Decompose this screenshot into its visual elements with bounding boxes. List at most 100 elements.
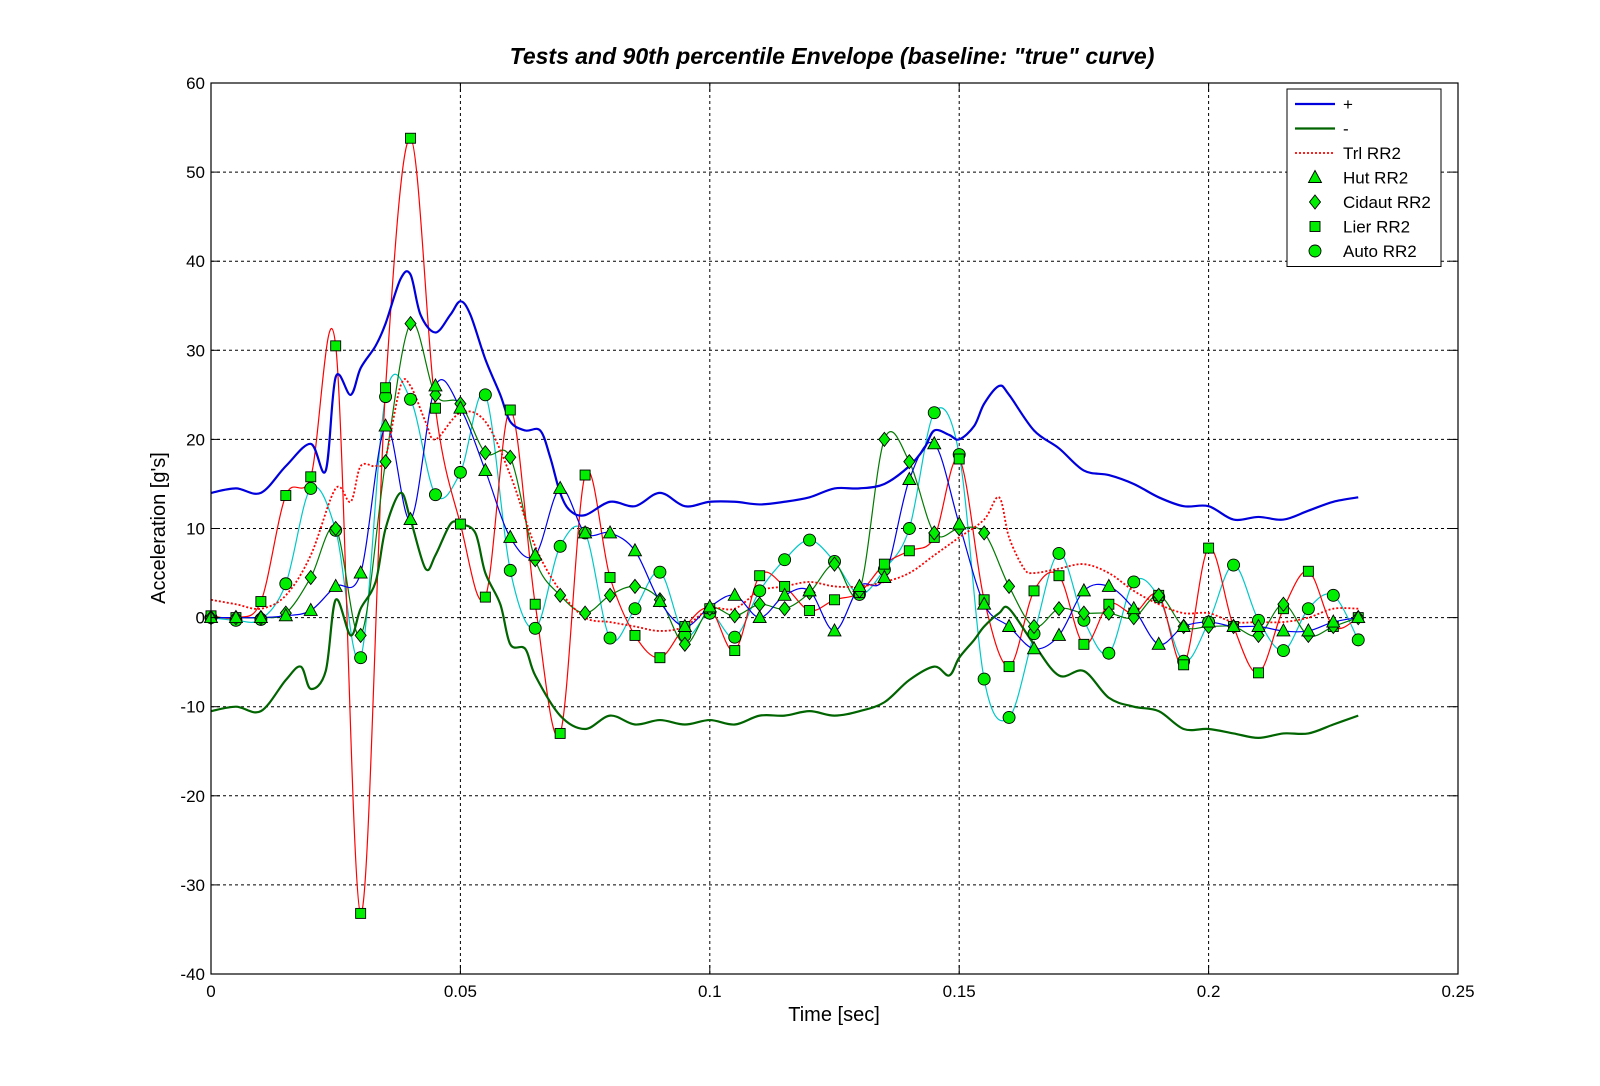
data-point — [279, 577, 293, 591]
series-1 — [210, 491, 1359, 739]
data-point — [1302, 565, 1314, 577]
data-point — [827, 623, 842, 637]
y-tick-label: 10 — [186, 520, 205, 539]
data-point — [729, 645, 741, 657]
data-point — [1301, 623, 1316, 637]
data-point — [1176, 618, 1191, 632]
data-point — [380, 382, 392, 394]
data-point — [727, 587, 742, 601]
data-point — [1276, 623, 1291, 637]
data-point — [903, 545, 915, 557]
data-point — [804, 605, 816, 616]
data-point — [1053, 570, 1065, 582]
legend-entry-label: Auto RR2 — [1343, 242, 1417, 261]
data-point — [677, 618, 693, 632]
y-tick-label: 60 — [186, 74, 205, 93]
legend-entry-label: + — [1343, 95, 1353, 114]
data-point — [927, 406, 941, 420]
data-point — [878, 558, 890, 570]
data-point — [552, 480, 568, 494]
series-line — [210, 491, 1359, 739]
data-point — [1052, 600, 1066, 617]
legend-swatch — [1308, 244, 1322, 258]
data-point — [1351, 633, 1365, 647]
data-point — [353, 565, 368, 579]
data-point — [1326, 588, 1340, 602]
legend: + - Trl RR2 Hut RR2 Cidaut RR2 Lier RR2 Auto R… — [1286, 88, 1442, 267]
data-point — [1102, 605, 1115, 621]
data-point — [1078, 638, 1090, 650]
data-point — [603, 587, 617, 604]
data-point — [627, 542, 643, 557]
data-point — [976, 596, 992, 610]
data-point — [479, 591, 491, 603]
data-point — [329, 520, 342, 537]
data-point — [354, 627, 367, 644]
data-point — [228, 609, 244, 624]
data-point — [1126, 600, 1142, 615]
data-point — [1251, 618, 1266, 632]
data-point — [877, 569, 892, 583]
data-point — [355, 907, 367, 919]
data-point — [828, 556, 841, 572]
data-point — [1076, 582, 1092, 597]
data-point — [1178, 659, 1190, 671]
data-point — [1203, 542, 1215, 554]
data-point — [728, 630, 742, 644]
data-point — [778, 600, 791, 617]
data-point — [1253, 667, 1264, 679]
legend-entry-label: Hut RR2 — [1343, 169, 1408, 188]
data-point — [602, 525, 618, 539]
data-point — [1052, 546, 1066, 560]
data-point — [554, 727, 566, 739]
data-point — [330, 340, 342, 352]
data-point — [953, 453, 965, 465]
data-point — [653, 565, 667, 579]
data-point — [603, 631, 617, 645]
data-point — [1127, 575, 1141, 589]
data-point — [777, 587, 792, 601]
x-tick-label: 0.05 — [444, 982, 477, 1001]
x-tick-label: 0 — [206, 982, 215, 1001]
y-tick-label: -40 — [180, 965, 205, 984]
series-markers-3 — [203, 377, 1366, 655]
data-point — [978, 525, 991, 541]
data-point — [802, 582, 817, 597]
data-point — [927, 435, 942, 450]
data-point — [430, 402, 441, 414]
data-point — [652, 593, 668, 608]
data-point — [253, 609, 269, 624]
x-tick-label: 0.25 — [1441, 982, 1474, 1001]
data-point — [1027, 618, 1041, 635]
data-point — [1201, 614, 1216, 628]
axis-ticks: 0 0.05 0.1 0.15 0.2 0.25 -40 -30 -20 -10 0 10 20 30 40… — [180, 74, 1474, 1001]
data-point — [478, 388, 492, 402]
y-tick-label: -30 — [180, 876, 205, 895]
legend-swatch — [1309, 221, 1321, 232]
data-point — [403, 511, 418, 526]
y-tick-label: 40 — [186, 252, 205, 271]
data-point — [902, 471, 917, 485]
data-point — [654, 652, 666, 664]
data-point — [577, 525, 593, 539]
data-point — [553, 539, 567, 553]
x-tick-label: 0.15 — [943, 982, 976, 1001]
data-point — [1277, 596, 1290, 612]
series-markers-4 — [204, 315, 1365, 653]
y-tick-label: 20 — [186, 430, 205, 449]
data-point — [1276, 644, 1290, 658]
data-point — [255, 596, 267, 608]
legend-swatch — [1308, 194, 1322, 210]
series-0 — [210, 270, 1359, 522]
data-point — [604, 572, 616, 583]
data-point — [902, 522, 916, 535]
data-point — [303, 602, 319, 616]
data-point — [754, 570, 766, 582]
data-point — [278, 607, 294, 622]
data-point — [1003, 578, 1016, 595]
legend-entry-label: - — [1343, 120, 1349, 139]
data-point — [379, 453, 392, 470]
data-point — [378, 418, 393, 432]
data-point — [778, 553, 792, 567]
y-tick-label: 0 — [196, 609, 205, 628]
